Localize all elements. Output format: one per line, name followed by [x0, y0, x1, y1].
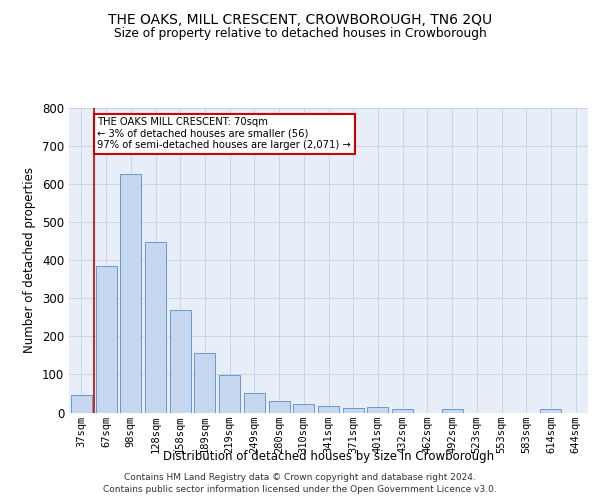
- Bar: [293, 404, 314, 412]
- Bar: [145, 242, 166, 412]
- Text: Contains public sector information licensed under the Open Government Licence v3: Contains public sector information licen…: [103, 485, 497, 494]
- Bar: [120, 174, 141, 412]
- Text: Size of property relative to detached houses in Crowborough: Size of property relative to detached ho…: [113, 27, 487, 40]
- Text: THE OAKS MILL CRESCENT: 70sqm
← 3% of detached houses are smaller (56)
97% of se: THE OAKS MILL CRESCENT: 70sqm ← 3% of de…: [97, 117, 351, 150]
- Bar: [219, 375, 240, 412]
- Y-axis label: Number of detached properties: Number of detached properties: [23, 167, 37, 353]
- Bar: [194, 354, 215, 412]
- Bar: [170, 310, 191, 412]
- Bar: [392, 410, 413, 412]
- Bar: [71, 394, 92, 412]
- Bar: [269, 401, 290, 412]
- Bar: [244, 392, 265, 412]
- Text: THE OAKS, MILL CRESCENT, CROWBOROUGH, TN6 2QU: THE OAKS, MILL CRESCENT, CROWBOROUGH, TN…: [108, 12, 492, 26]
- Text: Distribution of detached houses by size in Crowborough: Distribution of detached houses by size …: [163, 450, 494, 463]
- Bar: [367, 407, 388, 412]
- Bar: [442, 410, 463, 412]
- Bar: [343, 408, 364, 412]
- Bar: [95, 266, 116, 412]
- Bar: [541, 410, 562, 412]
- Text: Contains HM Land Registry data © Crown copyright and database right 2024.: Contains HM Land Registry data © Crown c…: [124, 472, 476, 482]
- Bar: [318, 406, 339, 412]
